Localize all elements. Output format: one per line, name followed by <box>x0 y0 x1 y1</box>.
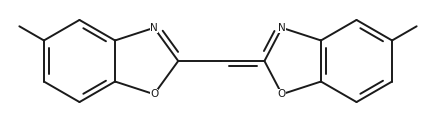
Text: O: O <box>278 89 286 99</box>
Text: O: O <box>150 89 158 99</box>
Text: N: N <box>278 23 286 33</box>
Text: N: N <box>150 23 158 33</box>
